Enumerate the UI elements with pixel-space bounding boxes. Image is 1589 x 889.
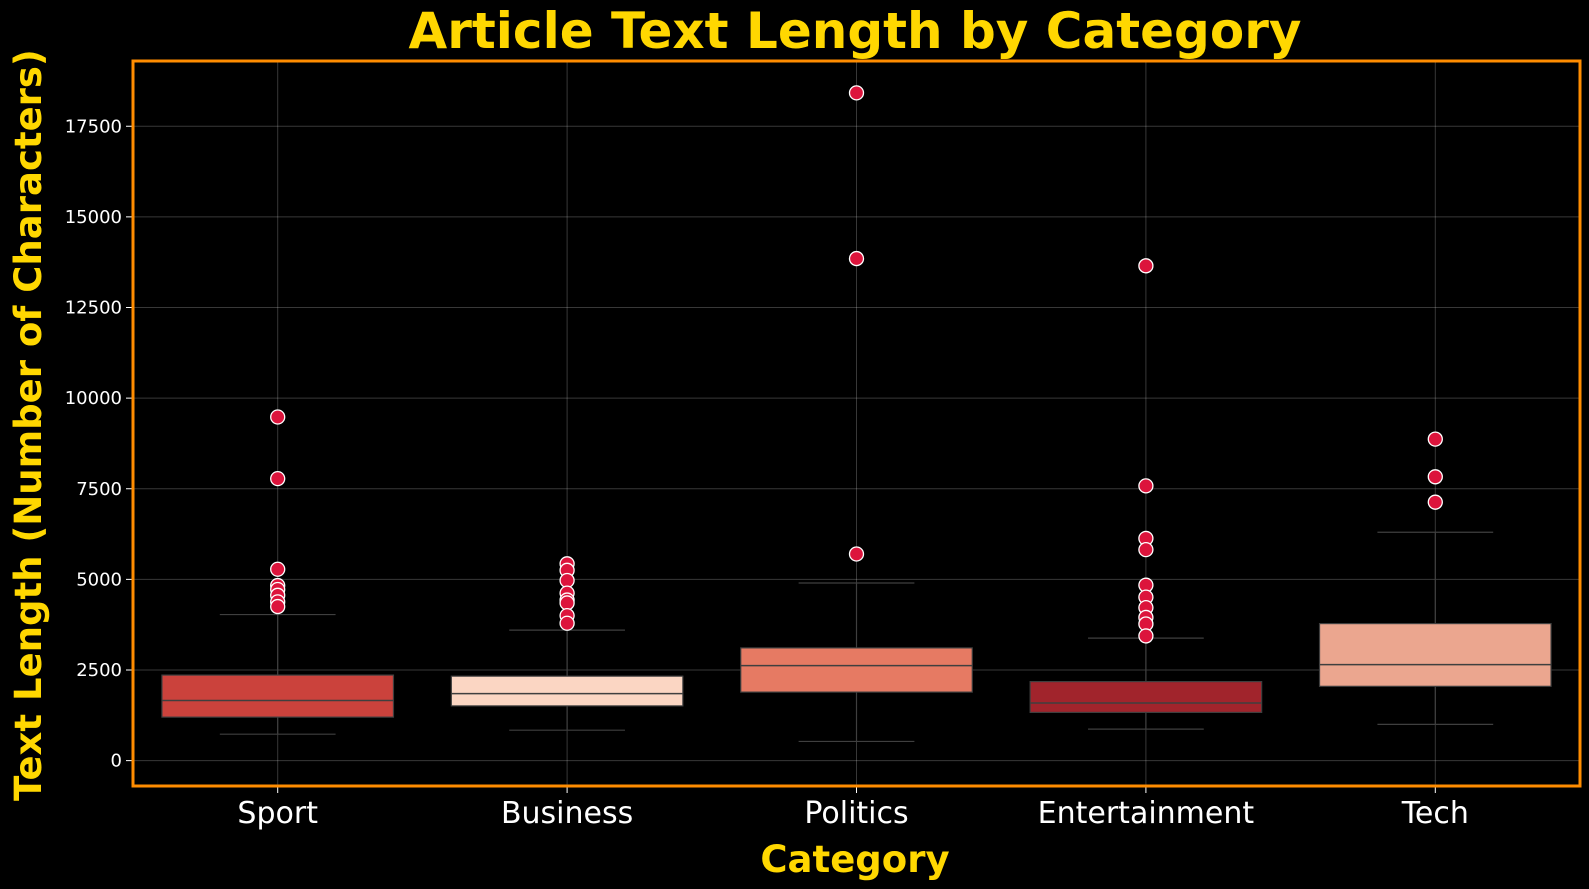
box-business bbox=[450, 629, 684, 731]
outlier-point bbox=[270, 409, 286, 425]
y-tick-label: 17500 bbox=[65, 116, 122, 137]
y-tick-label: 0 bbox=[111, 751, 122, 772]
y-tick-label: 10000 bbox=[65, 388, 122, 409]
y-axis-ticks: 0 2500 5000 7500 10000 12500 15000 17500 bbox=[65, 116, 133, 772]
outlier-point bbox=[270, 598, 286, 615]
y-tick-label: 15000 bbox=[65, 207, 122, 228]
box-politics bbox=[740, 582, 973, 743]
box-series bbox=[161, 531, 1552, 743]
x-tick-label: Sport bbox=[237, 796, 318, 831]
outlier-point bbox=[1427, 494, 1443, 510]
outlier-point bbox=[559, 615, 575, 631]
box-iqr bbox=[1029, 680, 1263, 714]
plot-frame bbox=[131, 59, 1582, 788]
x-tick-label: Business bbox=[501, 796, 633, 831]
y-tick-label: 12500 bbox=[65, 298, 122, 319]
outlier-point bbox=[1427, 431, 1443, 447]
outlier-points bbox=[270, 85, 1443, 644]
outlier-point bbox=[848, 85, 865, 101]
outlier-point bbox=[848, 250, 865, 267]
x-tick-label: Tech bbox=[1401, 796, 1469, 831]
box-entertainment bbox=[1029, 637, 1263, 730]
chart-title: Article Text Length by Category bbox=[409, 2, 1302, 60]
outlier-point bbox=[1427, 469, 1443, 485]
y-tick-label: 7500 bbox=[76, 479, 122, 500]
box-tech bbox=[1318, 531, 1552, 725]
outlier-point bbox=[1138, 628, 1154, 644]
box-iqr bbox=[450, 675, 684, 707]
outlier-point bbox=[1138, 478, 1154, 494]
x-tick-label: Entertainment bbox=[1038, 796, 1255, 831]
y-tick-label: 5000 bbox=[76, 569, 122, 590]
box-sport bbox=[161, 613, 395, 735]
y-axis-label: Text Length (Number of Characters) bbox=[7, 49, 50, 801]
outlier-point bbox=[559, 572, 575, 589]
x-axis-ticks: Sport Business Politics Entertainment Tech bbox=[237, 786, 1469, 831]
y-tick-label: 2500 bbox=[76, 660, 122, 681]
outlier-point bbox=[848, 546, 865, 562]
outlier-point bbox=[1138, 258, 1154, 274]
outlier-point bbox=[1138, 542, 1154, 558]
outlier-point bbox=[559, 595, 575, 611]
box-iqr bbox=[161, 674, 395, 718]
box-iqr bbox=[740, 647, 973, 693]
x-tick-label: Politics bbox=[804, 796, 908, 831]
box-iqr bbox=[1318, 622, 1552, 687]
x-axis-label: Category bbox=[760, 838, 949, 881]
outlier-point bbox=[270, 561, 286, 577]
outlier-point bbox=[270, 470, 286, 487]
